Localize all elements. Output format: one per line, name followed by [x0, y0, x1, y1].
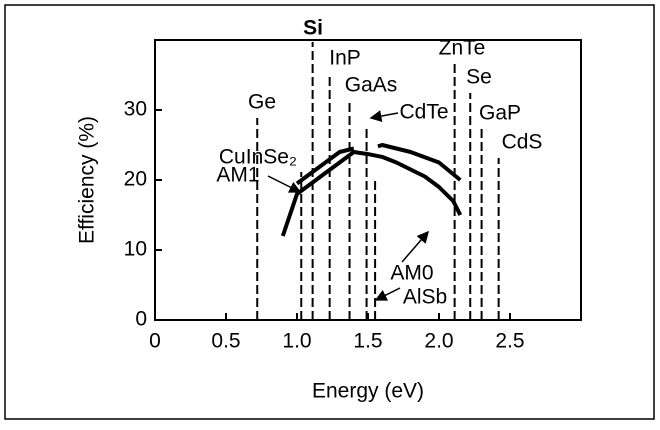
material-label: Se — [466, 66, 492, 89]
arrow — [374, 287, 401, 301]
material-label: InP — [329, 47, 361, 70]
x-tick-label: 1.5 — [353, 330, 382, 353]
material-label: Ge — [248, 91, 276, 114]
y-tick-label: 20 — [124, 168, 147, 191]
x-tick-label: 0 — [149, 330, 161, 353]
y-tick-label: 30 — [124, 98, 147, 121]
material-label: CuInSe₂ — [219, 146, 297, 169]
series-label: AM1 — [216, 164, 259, 187]
material-label: Si — [303, 17, 323, 40]
y-tick-label: 0 — [135, 308, 147, 331]
series-line — [295, 143, 462, 186]
series-label: AM0 — [390, 262, 433, 285]
frame — [4, 4, 655, 420]
material-label: CdTe — [399, 101, 448, 124]
y-tick-label: 10 — [124, 238, 147, 261]
material-label: AlSb — [403, 286, 447, 309]
series-line — [280, 150, 463, 237]
arrow — [267, 175, 302, 193]
material-label: GaP — [479, 102, 521, 125]
arrow — [401, 230, 429, 263]
y-axis-label: Efficiency (%) — [76, 116, 99, 244]
x-tick-label: 1.0 — [282, 330, 311, 353]
arrow — [369, 110, 399, 122]
x-tick-label: 2.5 — [495, 330, 524, 353]
x-tick-label: 0.5 — [211, 330, 240, 353]
material-label: GaAs — [345, 74, 398, 97]
material-label: CdS — [502, 131, 543, 154]
x-axis-label: Energy (eV) — [312, 380, 424, 403]
material-label: ZnTe — [439, 37, 486, 60]
x-tick-label: 2.0 — [424, 330, 453, 353]
